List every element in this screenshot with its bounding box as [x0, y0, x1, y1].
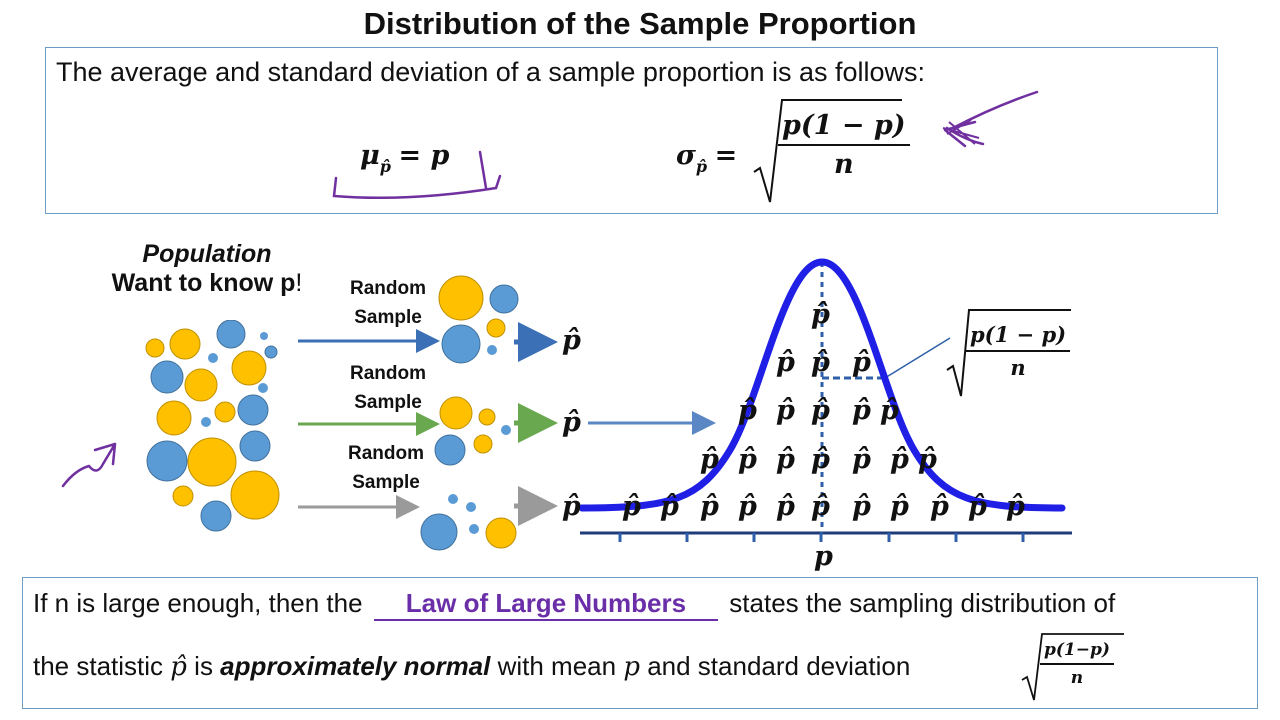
random-sample-label-3: Random Sample [336, 439, 436, 497]
line2-prefix: the statistic [33, 651, 171, 681]
phat-inline: p̂ [170, 652, 187, 682]
sample-word: Sample [354, 307, 422, 328]
phat-mark: p̂ [852, 347, 871, 378]
phat-sample-1: p̂ [562, 325, 581, 356]
conclusion-line-2: the statistic p̂ is approximately normal… [33, 651, 910, 682]
axis-ticks [618, 533, 1025, 542]
mean-subscript: p̂ [379, 157, 391, 176]
population-subtitle-mark: ! [295, 269, 303, 297]
phat-sample-2: p̂ [562, 407, 581, 438]
phat-mark: p̂ [852, 491, 871, 522]
phat-mark: p̂ [852, 395, 871, 426]
annotation-denominator: n [1010, 355, 1026, 380]
sd-denominator: n [833, 149, 854, 180]
line2-with: with mean [490, 651, 624, 681]
mean-formula: μp̂ = p [360, 140, 450, 176]
handwritten-arrow-left [61, 442, 117, 488]
annotation-sd-fraction: p(1 − p) n [966, 322, 1071, 380]
bottom-sqrt-sign [1021, 633, 1124, 701]
phat-sample-3: p̂ [562, 491, 581, 522]
random-sample-label-2: Random Sample [338, 359, 438, 417]
phat-mark: p̂ [738, 444, 757, 475]
random-word: Random [350, 278, 426, 299]
sampling-arrows [298, 275, 558, 551]
p-inline: p [623, 652, 640, 682]
phat-mark: p̂ [852, 444, 871, 475]
phat-mark: p̂ [890, 444, 909, 475]
line2-suffix: and standard deviation [639, 651, 911, 681]
handwritten-bracket [332, 150, 502, 200]
sd-subscript: p̂ [695, 157, 708, 176]
random-word: Random [348, 443, 424, 464]
sqrt-sign [753, 99, 902, 203]
mu-symbol: μ [360, 140, 380, 171]
phat-mark: p̂ [811, 395, 830, 426]
random-sample-label-1: Random Sample [338, 274, 438, 332]
line2-mid: is [186, 651, 221, 681]
sd-numerator: p(1 − p) [778, 110, 910, 146]
sample-word: Sample [352, 472, 420, 493]
phat-mark: p̂ [811, 444, 830, 475]
normal-curve [580, 258, 1066, 512]
phat-mark: p̂ [811, 299, 830, 330]
sample-circles-3 [420, 494, 517, 551]
sample-word: Sample [354, 392, 422, 413]
sample-circles-1 [438, 275, 519, 364]
sampling-distribution-curve [580, 258, 1072, 542]
population-label: Population Want to know p! [92, 240, 322, 298]
sd-equals: = [714, 140, 738, 171]
sigma-symbol: σ [676, 140, 696, 171]
phat-mark: p̂ [776, 347, 795, 378]
phat-mark: p̂ [776, 444, 795, 475]
line1-prefix: If n is large enough, then the [33, 588, 370, 618]
population-subtitle: Want to know p [111, 269, 296, 297]
annotation-sqrt-sign [946, 309, 1071, 397]
phat-mark: p̂ [918, 444, 937, 475]
population-circles [145, 320, 280, 532]
phat-mark: p̂ [811, 491, 830, 522]
phat-mark: p̂ [968, 491, 987, 522]
fill-in-blank: Law of Large Numbers [373, 588, 719, 621]
phat-mark: p̂ [660, 491, 679, 522]
phat-mark: p̂ [622, 491, 641, 522]
formula-box [45, 47, 1218, 214]
bottom-numerator: p(1−p) [1040, 640, 1114, 665]
approximately-normal: approximately normal [220, 651, 491, 681]
sd-formula-lhs: σp̂ = [676, 140, 738, 176]
phat-mark: p̂ [1006, 491, 1025, 522]
phat-mark: p̂ [930, 491, 949, 522]
axis-center-label: p [814, 541, 833, 572]
phat-mark: p̂ [776, 395, 795, 426]
phat-mark: p̂ [738, 395, 757, 426]
phat-mark: p̂ [880, 395, 899, 426]
annotation-numerator: p(1 − p) [966, 322, 1071, 352]
phat-mark: p̂ [776, 491, 795, 522]
line1-suffix: states the sampling distribution of [722, 588, 1116, 618]
mean-rhs: = p [398, 140, 450, 171]
bottom-sd-fraction: p(1−p) n [1040, 640, 1114, 688]
intro-text: The average and standard deviation of a … [56, 57, 926, 87]
phat-mark: p̂ [738, 491, 757, 522]
population-circle-group [145, 320, 280, 532]
bottom-denominator: n [1070, 668, 1084, 688]
population-title: Population [142, 240, 272, 268]
conclusion-line-1: If n is large enough, then the Law of La… [33, 588, 1115, 621]
phat-mark: p̂ [700, 444, 719, 475]
conclusion-box [22, 577, 1258, 709]
sd-pointer [884, 337, 951, 379]
random-word: Random [350, 363, 426, 384]
handwritten-arrow-top [942, 90, 1039, 148]
phat-mark: p̂ [890, 491, 909, 522]
sample-circles-2 [434, 396, 511, 466]
sd-fraction: p(1 − p) n [778, 110, 910, 180]
phat-mark: p̂ [700, 491, 719, 522]
page-title: Distribution of the Sample Proportion [363, 6, 917, 41]
phat-mark: p̂ [811, 347, 830, 378]
